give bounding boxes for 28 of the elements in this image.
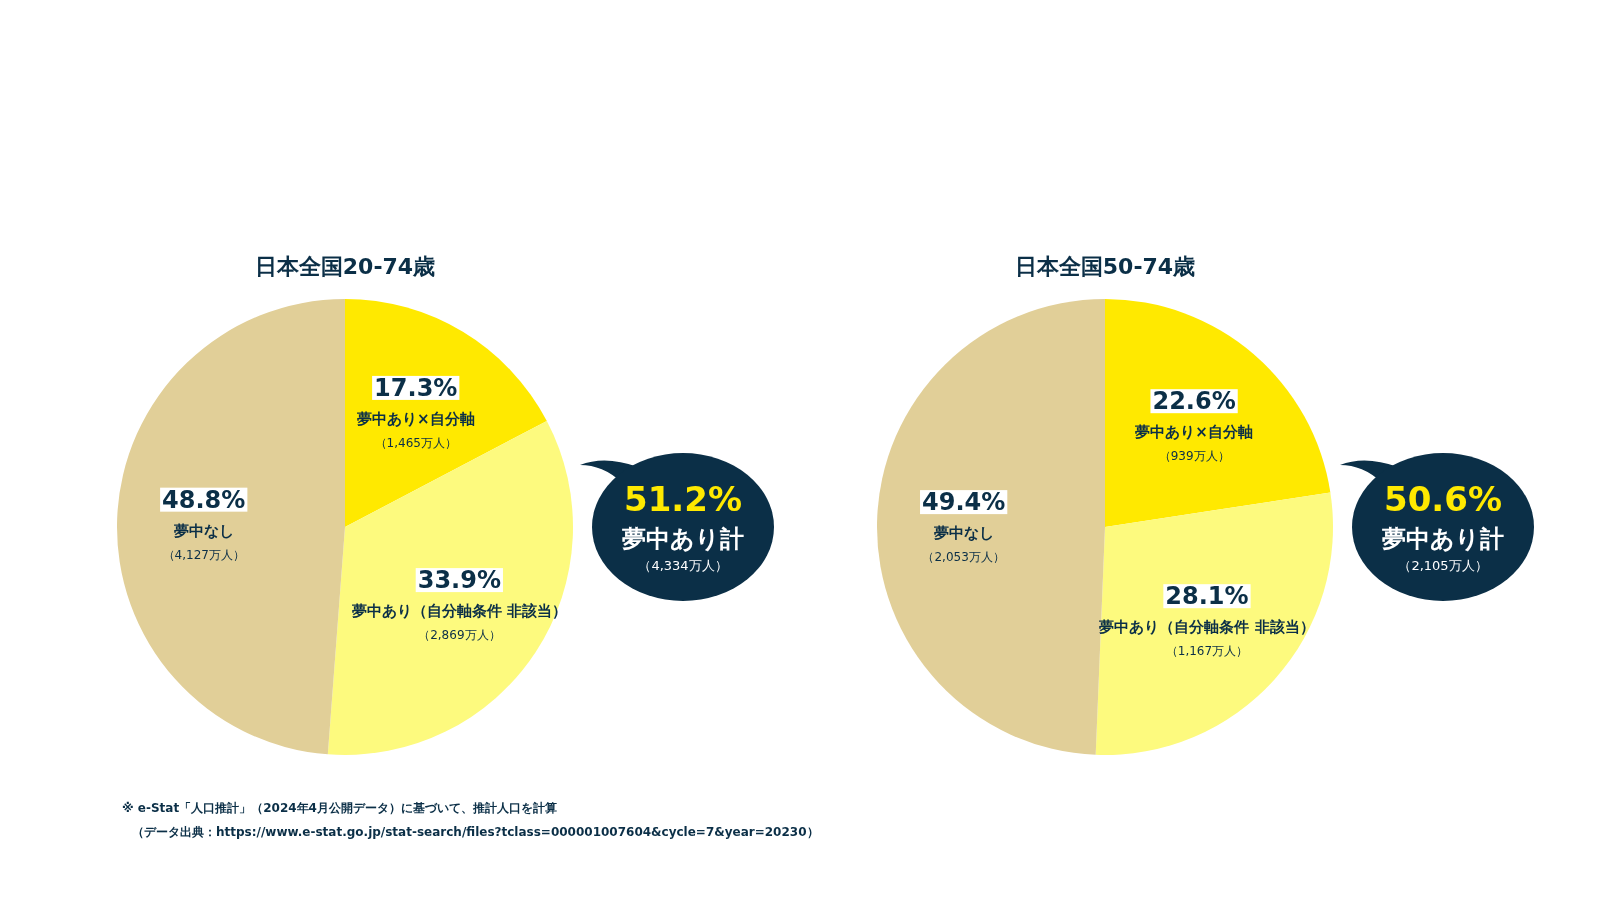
- text: （2,053万人）: [922, 550, 1005, 565]
- text: 51.2%: [624, 479, 742, 519]
- text: （2,105万人）: [1398, 558, 1488, 573]
- data-label: 17.3%: [374, 373, 458, 402]
- slice-label: 夢中なし: [173, 521, 234, 540]
- text: 夢中あり計: [1382, 525, 1504, 553]
- text: （4,127万人）: [162, 547, 245, 562]
- text: ※ e-Stat「人口推計」（2024年4月公開データ）に基づいて、推計人口を計算: [122, 801, 557, 815]
- text: 夢中あり計: [622, 525, 744, 553]
- text: （4,334万人）: [638, 558, 728, 573]
- text: （939万人）: [1158, 449, 1230, 464]
- slice-label: 夢中なし: [933, 524, 994, 543]
- text: （1,465万人）: [374, 435, 457, 450]
- text: （1,167万人）: [1165, 644, 1249, 659]
- data-label: 28.1%: [1165, 582, 1249, 611]
- text: 50.6%: [1384, 479, 1502, 519]
- slice-label: 夢中あり（自分軸条件 非該当）: [1099, 618, 1315, 637]
- slice-label: 夢中あり（自分軸条件 非該当）: [351, 602, 567, 621]
- slice-label: 夢中あり×自分軸: [356, 409, 475, 428]
- data-label: 33.9%: [417, 566, 501, 595]
- chart-title: 日本全国50-74歳: [1014, 254, 1196, 279]
- slice-label: 夢中あり×自分軸: [1135, 423, 1253, 442]
- data-label: 49.4%: [922, 488, 1006, 517]
- text: （2,869万人）: [418, 628, 501, 643]
- chart-title: 日本全国20-74歳: [254, 254, 436, 279]
- text: （データ出典：https://www.e-stat.go.jp/stat-search/files?tclass=000001007604&cycle=7&year=20230）: [132, 825, 819, 839]
- data-label: 22.6%: [1152, 387, 1236, 416]
- data-label: 48.8%: [162, 485, 246, 514]
